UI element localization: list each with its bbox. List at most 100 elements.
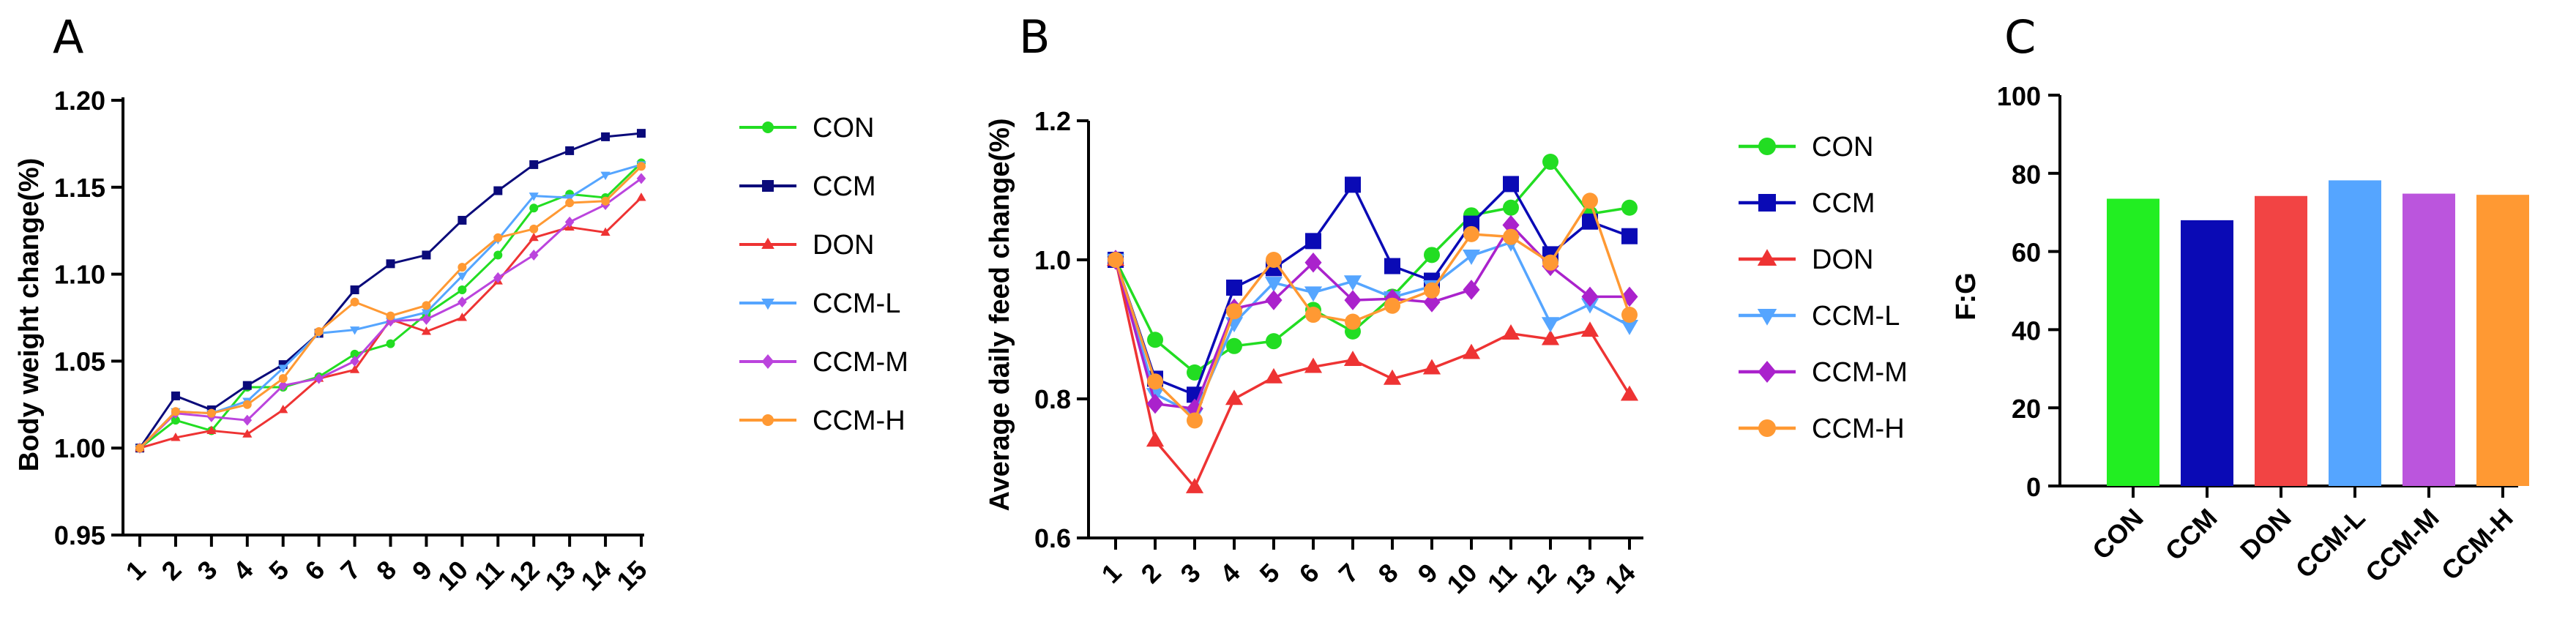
x-tick-label: 5: [1254, 558, 1285, 589]
legend-swatch-marker: [1758, 194, 1776, 212]
data-point-ccm-m: [1344, 290, 1362, 310]
panel-a: A Body weight change(%) 0.95 1.00 1.05 1.10…: [14, 10, 908, 597]
data-point-ccm-m: [1146, 393, 1164, 414]
legend-label: CCM: [1812, 188, 1875, 219]
data-point-ccm-h: [1187, 412, 1203, 429]
legend-label: DON: [813, 230, 874, 261]
data-point-don: [1146, 431, 1165, 447]
x-tick-label: 4: [1214, 558, 1246, 589]
y-tick-label: 0: [2026, 472, 2041, 502]
legend-label: CON: [1812, 132, 1873, 162]
data-point-ccm-m: [564, 216, 575, 228]
data-point-ccm: [422, 250, 431, 260]
x-tick-label: 13: [1559, 558, 1601, 599]
data-point-ccm-h: [1503, 228, 1519, 245]
data-point-ccm-h: [1582, 192, 1598, 209]
panel-b-legend: CON CCM DON CCM-L CCM-M CCM-H: [1739, 132, 1908, 444]
data-point-ccm-l: [1462, 250, 1481, 265]
x-tick-label: 9: [1412, 558, 1444, 589]
data-point-don: [242, 429, 253, 438]
x-tick-label: 1: [1096, 558, 1127, 589]
data-point-ccm-l: [1264, 277, 1283, 292]
x-tick-label: CCM: [2159, 503, 2223, 566]
data-point-ccm-h: [386, 311, 395, 321]
panel-a-legend: CON CCM DON CCM-L CCM-M CCM-H: [739, 113, 908, 436]
data-point-ccm: [493, 186, 503, 195]
data-point-don: [1185, 478, 1204, 493]
y-tick-label: 0.8: [1034, 384, 1071, 414]
bar-con: [2107, 198, 2159, 486]
data-point-ccm: [171, 391, 180, 400]
data-point-ccm-h: [1147, 373, 1163, 390]
data-point-ccm: [1582, 213, 1598, 230]
x-tick-label: 2: [155, 555, 187, 586]
legend-swatch-marker: [761, 354, 774, 369]
data-point-don: [529, 232, 539, 242]
data-point-ccm-h: [529, 224, 539, 233]
y-tick-label: 1.00: [54, 433, 105, 463]
data-point-ccm-h: [1384, 297, 1400, 314]
x-tick-label: 5: [263, 555, 294, 586]
data-point-don: [457, 313, 467, 321]
data-point-ccm-h: [1226, 303, 1242, 320]
x-tick-label: 14: [1599, 558, 1640, 599]
data-point-ccm-m: [350, 355, 359, 367]
panel-b-series: [1106, 154, 1639, 493]
x-tick-label: 8: [370, 555, 402, 586]
data-point-ccm-m: [422, 313, 431, 325]
bar-ccm: [2181, 220, 2233, 486]
legend-swatch-marker: [1757, 309, 1777, 326]
data-point-don: [1225, 389, 1244, 405]
panel-c-bars: [2107, 180, 2529, 487]
y-tick-label: 100: [1997, 81, 2041, 111]
data-point-ccm-h: [171, 407, 180, 416]
data-point-ccm: [529, 160, 539, 169]
legend-swatch-marker: [762, 180, 774, 192]
y-tick-label: 1.15: [54, 173, 105, 203]
data-point-ccm-m: [493, 272, 503, 283]
panel-a-series: [135, 129, 646, 454]
data-point-ccm: [601, 132, 611, 141]
data-point-don: [349, 364, 360, 373]
data-point-ccm: [565, 146, 575, 155]
data-point-ccm-h: [350, 297, 359, 307]
data-point-don: [600, 227, 611, 236]
data-point-ccm-l: [1343, 275, 1362, 291]
data-point-ccm-h: [206, 408, 216, 418]
data-point-ccm-h: [1345, 313, 1361, 330]
data-point-don: [1501, 324, 1520, 340]
data-point-don: [1580, 321, 1599, 337]
legend-label: CCM-H: [1812, 414, 1905, 444]
data-point-con: [386, 339, 395, 348]
legend-swatch-marker: [1758, 138, 1776, 155]
data-point-ccm-h: [565, 198, 575, 208]
y-tick-label: 60: [2012, 238, 2041, 268]
data-point-ccm: [386, 259, 395, 269]
y-tick-label: 20: [2012, 394, 2041, 424]
data-point-con: [171, 416, 180, 425]
x-tick-label: CCM-M: [2359, 503, 2445, 588]
x-tick-label: 10: [1441, 558, 1482, 599]
panel-b: B Average daily feed change(%) 0.6 0.8 1.0…: [985, 10, 1908, 599]
data-point-ccm-l: [349, 326, 360, 335]
data-point-don: [1383, 369, 1402, 385]
data-point-ccm-m: [386, 315, 395, 327]
bar-ccm-h: [2476, 195, 2529, 486]
data-point-ccm: [350, 285, 359, 294]
x-tick-label: 6: [299, 555, 330, 586]
data-point-don: [1343, 351, 1362, 367]
data-point-ccm-h: [242, 400, 252, 409]
data-point-don: [1462, 343, 1481, 359]
data-point-con: [1266, 333, 1282, 350]
data-point-ccm: [242, 381, 252, 390]
y-tick-label: 1.20: [54, 86, 105, 116]
data-point-ccm-m: [242, 414, 253, 426]
bar-ccm-m: [2403, 193, 2455, 486]
panel-a-y-axis-title: Body weight change(%): [14, 158, 45, 472]
x-tick-label: 3: [191, 555, 223, 586]
legend-swatch-marker: [1758, 419, 1776, 437]
